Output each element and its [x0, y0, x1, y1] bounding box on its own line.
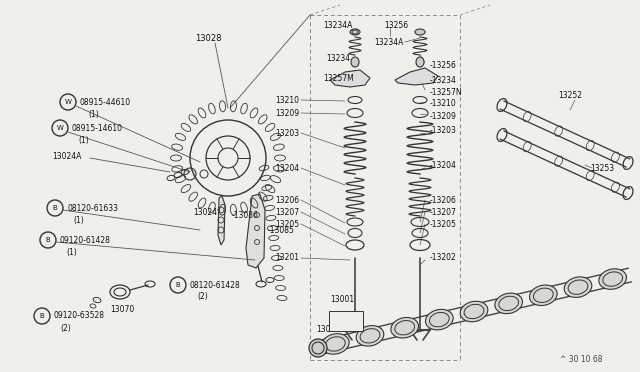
Ellipse shape — [599, 269, 627, 289]
Text: (1): (1) — [88, 109, 99, 119]
Text: -13085: -13085 — [268, 225, 295, 234]
Polygon shape — [330, 70, 370, 87]
Text: -13257N: -13257N — [430, 87, 463, 96]
Text: 13001: 13001 — [334, 317, 358, 327]
Text: -13234: -13234 — [430, 76, 457, 84]
Text: 09120-61428: 09120-61428 — [60, 235, 111, 244]
Text: -13209: -13209 — [430, 112, 457, 121]
Text: 13201: 13201 — [275, 253, 299, 263]
Text: -13204: -13204 — [430, 160, 457, 170]
Text: 13070: 13070 — [110, 305, 134, 314]
Text: 13001: 13001 — [330, 295, 354, 305]
Text: 13252: 13252 — [558, 90, 582, 99]
Text: (2): (2) — [197, 292, 208, 301]
Text: -13210: -13210 — [430, 99, 457, 108]
Text: 13253: 13253 — [590, 164, 614, 173]
Text: (2): (2) — [60, 324, 71, 333]
Text: (1): (1) — [66, 247, 77, 257]
Text: 13234: 13234 — [326, 54, 350, 62]
Text: 08915-44610: 08915-44610 — [80, 97, 131, 106]
Ellipse shape — [416, 57, 424, 67]
Text: W: W — [56, 125, 63, 131]
Text: W: W — [65, 99, 72, 105]
Ellipse shape — [495, 293, 522, 314]
Ellipse shape — [564, 277, 592, 297]
Text: 13001A: 13001A — [316, 326, 346, 334]
Text: B: B — [45, 237, 51, 243]
Polygon shape — [395, 68, 438, 85]
Ellipse shape — [356, 326, 384, 346]
Text: 08120-61428: 08120-61428 — [190, 280, 241, 289]
Text: -13256: -13256 — [430, 61, 457, 70]
Ellipse shape — [415, 29, 425, 35]
Text: -13207: -13207 — [430, 208, 457, 217]
Text: 13024A: 13024A — [52, 151, 81, 160]
Text: -13202: -13202 — [430, 253, 457, 263]
Text: 13234A: 13234A — [323, 20, 353, 29]
Ellipse shape — [321, 334, 349, 354]
Text: -13206: -13206 — [430, 196, 457, 205]
Ellipse shape — [391, 317, 419, 338]
Text: ^ 30 10 68: ^ 30 10 68 — [560, 356, 602, 365]
Text: 13256: 13256 — [384, 20, 408, 29]
Text: B: B — [40, 313, 44, 319]
Text: 13204: 13204 — [275, 164, 299, 173]
Text: 13209: 13209 — [275, 109, 299, 118]
Ellipse shape — [426, 310, 453, 330]
Polygon shape — [246, 194, 265, 268]
Polygon shape — [218, 196, 225, 245]
Ellipse shape — [309, 339, 327, 357]
FancyBboxPatch shape — [329, 311, 363, 331]
Text: 13257M: 13257M — [323, 74, 354, 83]
Ellipse shape — [529, 285, 557, 305]
Text: 13203: 13203 — [275, 128, 299, 138]
Text: 13207: 13207 — [275, 208, 299, 217]
Text: B: B — [52, 205, 58, 211]
Text: 08915-14610: 08915-14610 — [72, 124, 123, 132]
Text: 13205: 13205 — [275, 219, 299, 228]
Text: B: B — [175, 282, 180, 288]
Text: 13024: 13024 — [193, 208, 217, 217]
Text: 13028: 13028 — [195, 33, 221, 42]
Text: 09120-63528: 09120-63528 — [54, 311, 105, 321]
Text: 13206: 13206 — [275, 196, 299, 205]
Ellipse shape — [460, 301, 488, 322]
Text: -13205: -13205 — [430, 219, 457, 228]
Text: 13234A: 13234A — [374, 38, 403, 46]
Text: 13210: 13210 — [275, 96, 299, 105]
Text: -13086: -13086 — [232, 211, 259, 219]
Text: 08120-61633: 08120-61633 — [67, 203, 118, 212]
Ellipse shape — [350, 29, 360, 35]
Ellipse shape — [351, 57, 359, 67]
Text: (1): (1) — [73, 215, 84, 224]
Text: -13203: -13203 — [430, 125, 457, 135]
Text: (1): (1) — [78, 135, 89, 144]
